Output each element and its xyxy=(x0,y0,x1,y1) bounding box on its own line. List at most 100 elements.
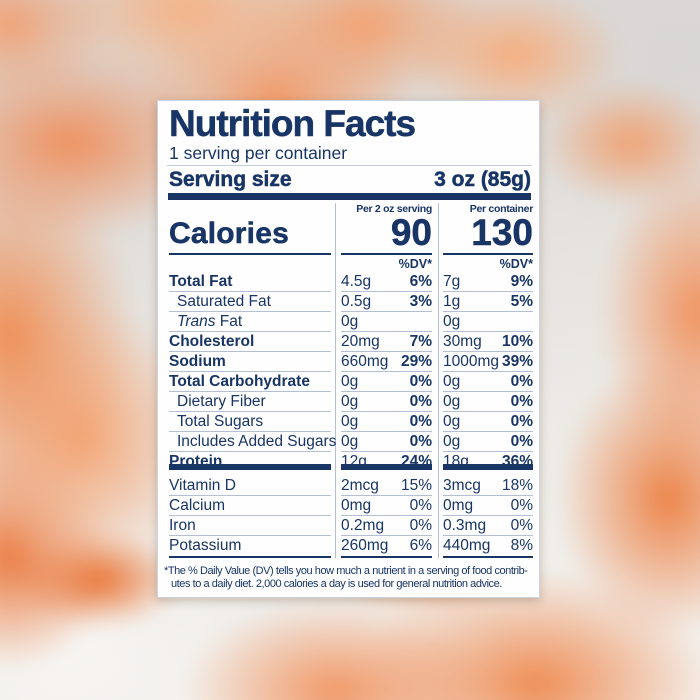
value-row: 260mg 6% xyxy=(341,536,432,555)
nutrient-name: Includes Added Sugars xyxy=(169,432,336,452)
vitamin-name: Potassium xyxy=(169,537,242,554)
amount: 0.2mg xyxy=(341,517,385,534)
column-divider-1 xyxy=(335,203,336,558)
daily-value: 10% xyxy=(501,333,533,350)
daily-value: 39% xyxy=(501,353,533,370)
amount: 0mg xyxy=(443,497,474,514)
value-row: 0g xyxy=(341,312,432,332)
value-row: 3mcg 18% xyxy=(443,476,533,496)
daily-value: 6% xyxy=(409,537,432,554)
amount: 260mg xyxy=(341,537,389,554)
nutrient-name: Total Carbohydrate xyxy=(169,372,331,392)
amount: 1g xyxy=(443,293,461,310)
amount: 0.5g xyxy=(341,293,372,310)
trans-rest: Fat xyxy=(215,313,243,330)
per-serving-values-column: 4.5g 6% 0.5g 3% 0g 20mg 7% 660mg 29% 0g 0% 0g… xyxy=(341,272,432,471)
thick-bar-protein-col1 xyxy=(341,464,432,470)
amount: 0g xyxy=(341,373,359,390)
thick-bar-serving xyxy=(168,193,531,200)
calories-underline-col2 xyxy=(443,253,533,255)
daily-value: 0% xyxy=(510,517,533,534)
amount: 660mg xyxy=(341,353,389,370)
daily-value: 0% xyxy=(409,497,432,514)
daily-value: 6% xyxy=(409,273,432,290)
value-row: 0.2mg 0% xyxy=(341,516,432,536)
thin-bar-potassium-col2 xyxy=(443,556,533,558)
value-row: 0g 0% xyxy=(341,412,432,432)
nutrient-name: Dietary Fiber xyxy=(169,392,331,412)
value-row: 0g 0% xyxy=(443,432,533,452)
daily-value: 29% xyxy=(400,353,432,370)
amount: 20mg xyxy=(341,333,380,350)
daily-value: 0% xyxy=(510,497,533,514)
column-header-per-container: Per container xyxy=(469,203,534,215)
amount: 0mg xyxy=(341,497,372,514)
vitamin-name: Vitamin D xyxy=(169,476,331,496)
amount: 0g xyxy=(443,313,461,330)
nutrition-facts-label: Nutrition Facts 1 serving per container … xyxy=(157,100,540,598)
daily-value: 9% xyxy=(510,273,533,290)
value-row: 2mcg 15% xyxy=(341,476,432,496)
amount: 2mcg xyxy=(341,477,379,494)
dv-header-col2: %DV* xyxy=(499,257,533,271)
calories-underline-col1 xyxy=(341,253,432,255)
serving-size-value: 3 oz (85g) xyxy=(434,168,531,192)
vitamin-per-serving-column: 2mcg 15% 0mg 0% 0.2mg 0% 260mg 6% xyxy=(341,476,432,555)
daily-value-footnote: *The % Daily Value (DV) tells you how mu… xyxy=(164,565,535,591)
value-row: 7g 9% xyxy=(443,272,533,292)
amount: 0g xyxy=(443,373,461,390)
amount: 4.5g xyxy=(341,273,372,290)
footnote-line-1: *The % Daily Value (DV) tells you how mu… xyxy=(164,565,528,577)
amount: 0g xyxy=(341,313,359,330)
value-row: 0g 0% xyxy=(443,412,533,432)
value-row: 0mg 0% xyxy=(443,496,533,516)
value-row: 660mg 29% xyxy=(341,352,432,372)
daily-value: 0% xyxy=(409,393,432,410)
amount: 0g xyxy=(443,393,461,410)
vitamin-name: Calcium xyxy=(169,496,331,516)
amount: 0g xyxy=(341,393,359,410)
value-row: 20mg 7% xyxy=(341,332,432,352)
daily-value: 0% xyxy=(409,373,432,390)
nutrient-name: Sodium xyxy=(169,352,331,372)
nutrient-name: Cholesterol xyxy=(169,332,331,352)
trans-italic: Trans xyxy=(177,313,216,330)
value-row: 0g 0% xyxy=(341,392,432,412)
footnote-line-2: utes to a daily diet. 2,000 calories a d… xyxy=(171,578,502,590)
thick-bar-protein-labels xyxy=(169,464,331,470)
amount: 30mg xyxy=(443,333,482,350)
daily-value: 0% xyxy=(510,413,533,430)
daily-value: 0% xyxy=(510,373,533,390)
daily-value: 0% xyxy=(409,517,432,534)
value-row: 1g 5% xyxy=(443,292,533,312)
calories-per-container: 130 xyxy=(471,212,533,253)
amount: 1000mg xyxy=(443,353,500,370)
value-row: 440mg 8% xyxy=(443,536,533,555)
value-row: 30mg 10% xyxy=(443,332,533,352)
daily-value: 0% xyxy=(409,433,432,450)
per-container-values-column: 7g 9% 1g 5% 0g 30mg 10% 1000mg 39% 0g 0% 0g 0%… xyxy=(443,272,533,471)
serving-size-label: Serving size xyxy=(169,168,292,192)
daily-value: 18% xyxy=(501,477,533,494)
value-row: 0g 0% xyxy=(443,392,533,412)
vitamin-name: Iron xyxy=(169,516,331,536)
thick-bar-protein-col2 xyxy=(443,464,533,470)
nutrition-facts-title: Nutrition Facts xyxy=(169,103,417,145)
dv-header-col1: %DV* xyxy=(398,257,432,271)
daily-value: 8% xyxy=(510,537,533,554)
value-row: 0g 0% xyxy=(341,432,432,452)
value-row: 0g 0% xyxy=(341,372,432,392)
thin-bar-potassium-col1 xyxy=(341,556,432,558)
value-row: 0mg 0% xyxy=(341,496,432,516)
value-row: 4.5g 6% xyxy=(341,272,432,292)
amount: 0g xyxy=(443,413,461,430)
vitamin-names-column: Vitamin D Calcium Iron Potassium xyxy=(169,476,331,555)
nutrient-name: Total Sugars xyxy=(169,412,331,432)
header-divider xyxy=(167,165,532,166)
daily-value: 7% xyxy=(409,333,432,350)
value-row: 0.5g 3% xyxy=(341,292,432,312)
value-row: 0g xyxy=(443,312,533,332)
column-header-per-serving: Per 2 oz serving xyxy=(356,203,432,215)
value-row: 0.3mg 0% xyxy=(443,516,533,536)
servings-per-container: 1 serving per container xyxy=(169,143,348,163)
